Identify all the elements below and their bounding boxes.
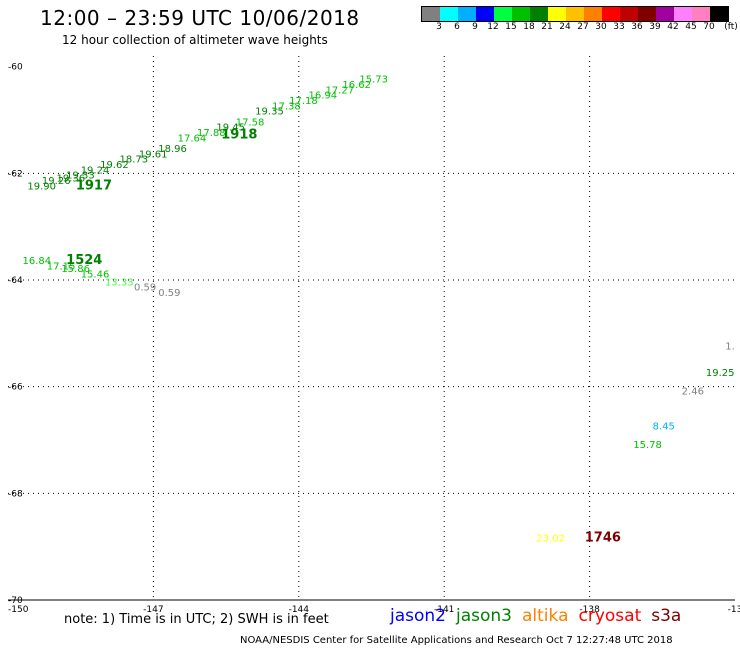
legend-entry: altika — [522, 606, 569, 626]
y-tick-label: -66 — [8, 383, 23, 393]
color-scale-bar — [421, 6, 729, 22]
color-scale-label: 70 — [703, 22, 715, 32]
color-swatch — [440, 7, 458, 21]
wave-height-label: 17.88 — [197, 128, 226, 139]
y-tick-label: -70 — [8, 596, 23, 606]
wave-height-label: 15.86 — [61, 264, 90, 275]
color-scale-label: 3 — [436, 22, 442, 32]
x-tick-label: -13 — [728, 605, 740, 615]
satellite-legend: jason2 jason3 altika cryosat s3a — [390, 606, 691, 626]
color-scale-label: (ft) — [724, 22, 738, 32]
wave-height-label: 19.45 — [216, 123, 245, 134]
color-swatch — [494, 7, 512, 21]
wave-height-label: 19.24 — [81, 165, 110, 176]
color-scale-label: 27 — [577, 22, 589, 32]
color-swatch — [674, 7, 692, 21]
color-scale-label: 15 — [505, 22, 517, 32]
wave-height-label: 0.59 — [134, 283, 156, 294]
wave-height-label: 18.96 — [158, 144, 187, 155]
y-tick-label: -60 — [8, 63, 23, 73]
x-tick-label: -147 — [143, 605, 163, 615]
wave-height-label: 15.46 — [81, 269, 110, 280]
color-scale-label: 45 — [685, 22, 697, 32]
color-swatch — [566, 7, 584, 21]
wave-height-label: 16.62 — [342, 80, 371, 91]
wave-height-label: 23.02 — [536, 533, 565, 544]
color-swatch — [530, 7, 548, 21]
wave-height-label: 13.33 — [105, 277, 134, 288]
color-scale-label: 9 — [472, 22, 478, 32]
wave-height-label: 15.78 — [633, 440, 662, 451]
color-scale-label: 33 — [613, 22, 625, 32]
color-swatch — [584, 7, 602, 21]
wave-height-label: 17.15 — [47, 261, 76, 272]
wave-height-label: 19.25 — [706, 368, 735, 379]
legend-entry: s3a — [651, 606, 682, 626]
x-tick-label: -144 — [289, 605, 310, 615]
color-scale-label: 24 — [559, 22, 571, 32]
color-scale-label: 39 — [649, 22, 661, 32]
color-scale-label: 21 — [541, 22, 553, 32]
color-swatch — [422, 7, 440, 21]
wave-height-label: 19.62 — [100, 160, 129, 171]
wave-height-label: 17.27 — [325, 85, 354, 96]
color-scale-label: 36 — [631, 22, 643, 32]
wave-height-label: 17.64 — [178, 133, 207, 144]
y-tick-label: -64 — [8, 276, 23, 286]
pass-time-label: 1918 — [221, 128, 257, 143]
wave-height-label: 17.58 — [236, 117, 265, 128]
color-scale-label: 42 — [667, 22, 679, 32]
pass-time-label: 1746 — [585, 530, 621, 545]
wave-height-label: 1. — [725, 341, 735, 352]
wave-height-label: 19.26 — [42, 176, 71, 187]
y-tick-label: -62 — [8, 169, 23, 179]
wave-height-label: 19.90 — [27, 181, 56, 192]
wave-height-label: 19.35 — [255, 107, 284, 118]
legend-entry: jason3 — [456, 606, 512, 626]
color-swatch — [692, 7, 710, 21]
color-scale-label: 12 — [487, 22, 499, 32]
footer-credit: NOAA/NESDIS Center for Satellite Applica… — [240, 635, 673, 646]
color-scale-labels: 3 6 9 12 15 18 21 24 27 30 33 36 39 42 45 70 (ft) — [421, 22, 740, 34]
color-swatch — [638, 7, 656, 21]
color-swatch — [458, 7, 476, 21]
legend-entry: cryosat — [578, 606, 642, 626]
units-note: note: 1) Time is in UTC; 2) SWH is in fe… — [64, 612, 329, 627]
pass-time-label: 1917 — [76, 178, 112, 193]
wave-height-label: 15.73 — [359, 75, 388, 86]
wave-height-label: 17.18 — [289, 96, 318, 107]
color-swatch — [656, 7, 674, 21]
color-scale-label: 30 — [595, 22, 607, 32]
wave-height-label: 19.61 — [139, 149, 168, 160]
color-swatch — [476, 7, 494, 21]
chart-title: 12:00 – 23:59 UTC 10/06/2018 — [40, 6, 360, 30]
wave-height-label: 0.59 — [158, 288, 180, 299]
color-scale-label: 6 — [454, 22, 460, 32]
pass-time-label: 1524 — [66, 253, 102, 268]
wave-height-label: 16.94 — [308, 91, 337, 102]
wave-height-label: 19.33 — [66, 171, 95, 182]
legend-entry: jason2 — [390, 606, 446, 626]
color-swatch — [602, 7, 620, 21]
color-swatch — [710, 7, 728, 21]
wave-height-label: 16.84 — [23, 256, 52, 267]
color-swatch — [512, 7, 530, 21]
wave-height-label: 18.73 — [119, 155, 148, 166]
wave-height-label: 17.38 — [272, 101, 301, 112]
chart-subtitle: 12 hour collection of altimeter wave hei… — [62, 33, 328, 47]
x-tick-label: -150 — [8, 605, 29, 615]
x-tick-label: -141 — [434, 605, 454, 615]
y-tick-label: -68 — [8, 489, 23, 499]
color-scale-label: 18 — [523, 22, 535, 32]
color-swatch — [548, 7, 566, 21]
color-swatch — [620, 7, 638, 21]
x-tick-label: -138 — [579, 605, 600, 615]
wave-height-label: 2.46 — [682, 387, 704, 398]
wave-height-label: 8.45 — [653, 421, 675, 432]
wave-height-label: 19.36 — [56, 173, 85, 184]
